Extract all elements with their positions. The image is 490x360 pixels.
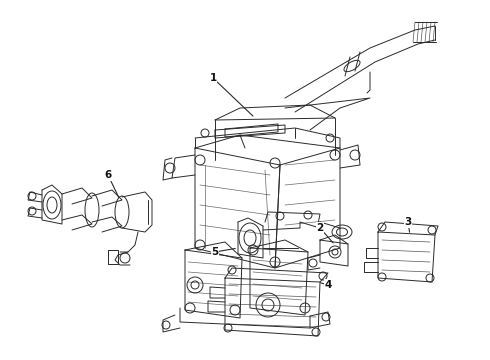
Text: 6: 6 xyxy=(104,170,112,180)
Text: 1: 1 xyxy=(209,73,217,83)
Text: 3: 3 xyxy=(404,217,412,227)
Text: 2: 2 xyxy=(317,223,323,233)
Text: 4: 4 xyxy=(324,280,332,290)
Text: 5: 5 xyxy=(211,247,219,257)
